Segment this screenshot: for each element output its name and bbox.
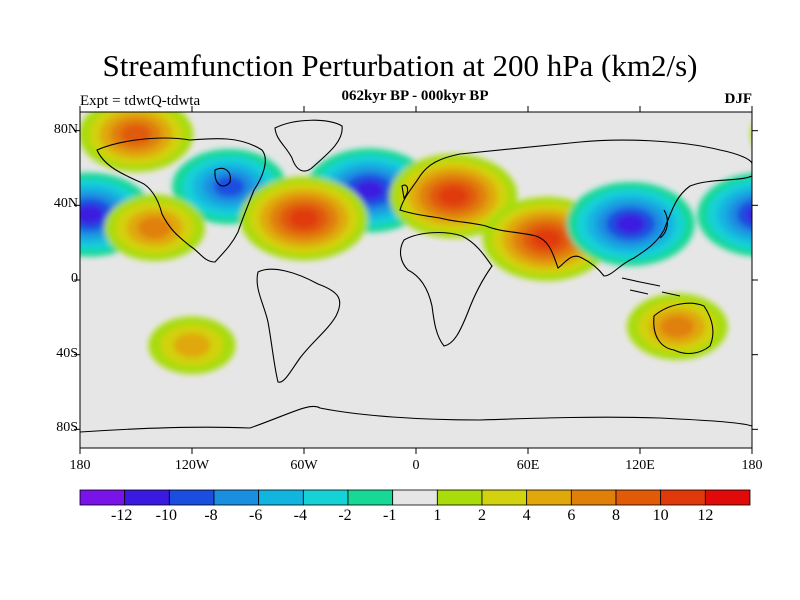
coastline-hudson-bay [214, 167, 231, 187]
lon-tick-label: 60E [516, 458, 540, 473]
lon-tick-label: 180 [741, 458, 763, 473]
axis-ticks [74, 106, 758, 454]
colorbar-swatch [392, 489, 438, 506]
contour-arctic-high-wrap-8 [792, 124, 800, 145]
coastline-indonesia [621, 277, 681, 297]
colorbar-label: 8 [612, 507, 620, 524]
lon-tick-label: 60W [290, 458, 318, 473]
colorbar-label: 2 [478, 507, 486, 524]
season-label: DJF [724, 91, 753, 107]
lat-tick-label: 40N [53, 196, 78, 212]
colorbar-label: -10 [155, 507, 177, 524]
colorbar-label: -2 [338, 507, 352, 524]
colorbar-label: -4 [293, 507, 307, 524]
lat-tick-label: 40S [56, 345, 78, 361]
contour-east-pacific-low-wrap--8 [736, 199, 752, 230]
colorbar-label: 12 [697, 507, 714, 524]
contour-east-pacific-low-wrap--10 [746, 207, 752, 223]
chart-title: Streamfunction Perturbation at 200 hPa (… [102, 48, 698, 83]
coastline-antarctica [80, 405, 752, 433]
colorbar-label: 6 [567, 507, 576, 524]
coastline-africa [399, 231, 493, 347]
colorbar-label: -12 [110, 507, 133, 524]
contour-arctic-high-wrap-6 [782, 117, 800, 151]
coastline-uk [401, 184, 409, 200]
contour-arctic-high-wrap-2 [761, 104, 800, 166]
colorbar-label: 4 [522, 507, 531, 524]
coastline-greenland [274, 119, 343, 172]
lat-tick-label: 80N [53, 121, 78, 137]
colorbar-swatch [704, 489, 751, 506]
contour-north-atlantic-low-level--10 [354, 180, 385, 201]
coastline-japan [659, 209, 669, 239]
lat-tick-label: 0 [71, 271, 78, 286]
colorbar-swatch [213, 489, 260, 506]
coastline-australia [653, 302, 714, 355]
colorbar-label: 10 [652, 507, 669, 524]
colorbar-swatch [615, 489, 662, 506]
colorbar-swatch [436, 489, 483, 506]
colorbar-label: -6 [248, 507, 263, 524]
colorbar-swatch [481, 489, 528, 506]
colorbar-label: -8 [204, 507, 218, 524]
colorbar-swatch [570, 489, 617, 506]
contour-arctic-high-wrap-1 [750, 126, 752, 143]
contour-north-america-low-level--8 [213, 176, 245, 197]
colorbar-label: 1 [433, 507, 442, 524]
colorbar-swatch [347, 489, 394, 506]
lon-tick-label: 120E [625, 458, 655, 473]
coastline-south-america [256, 268, 341, 383]
contour-east-pacific-low-level--10 [80, 204, 105, 225]
colorbar-swatch [660, 489, 706, 506]
colorbar-swatch [168, 489, 215, 506]
colorbar-swatch [526, 489, 572, 506]
coastlines [80, 119, 752, 433]
contour-west-atlantic-high-level-10 [289, 208, 319, 229]
lon-tick-label: 180 [69, 458, 91, 473]
colorbar-swatch [124, 489, 170, 506]
contour-south-asia-high-level-10 [531, 229, 562, 249]
experiment-label: Expt = tdwtQ-tdwta [80, 93, 201, 109]
contour-north-pacific-high-level-6 [137, 216, 172, 239]
lat-tick-label: 80S [56, 420, 78, 436]
contour-mediterranean-high-level-10 [438, 186, 469, 206]
contour-australia-high-level-6 [660, 315, 695, 338]
coastline-north-america [96, 137, 266, 263]
colorbar-swatch [258, 489, 304, 506]
contour-arctic-high-wrap-4 [772, 110, 800, 158]
colorbar-label: -1 [382, 507, 397, 524]
coastline-eurasia [399, 139, 752, 277]
colorbar-swatch [79, 489, 126, 506]
colorbar [79, 489, 751, 506]
chart-subtitle: 062kyr BP - 000kyr BP [341, 88, 489, 104]
contour-east-asia-low-level--10 [615, 214, 646, 234]
lon-tick-label: 120W [174, 458, 210, 473]
colorbar-swatch [302, 489, 349, 506]
lon-tick-label: 0 [412, 458, 420, 473]
contour-south-pacific-high-level-4 [173, 332, 211, 358]
contour-field [80, 104, 800, 448]
